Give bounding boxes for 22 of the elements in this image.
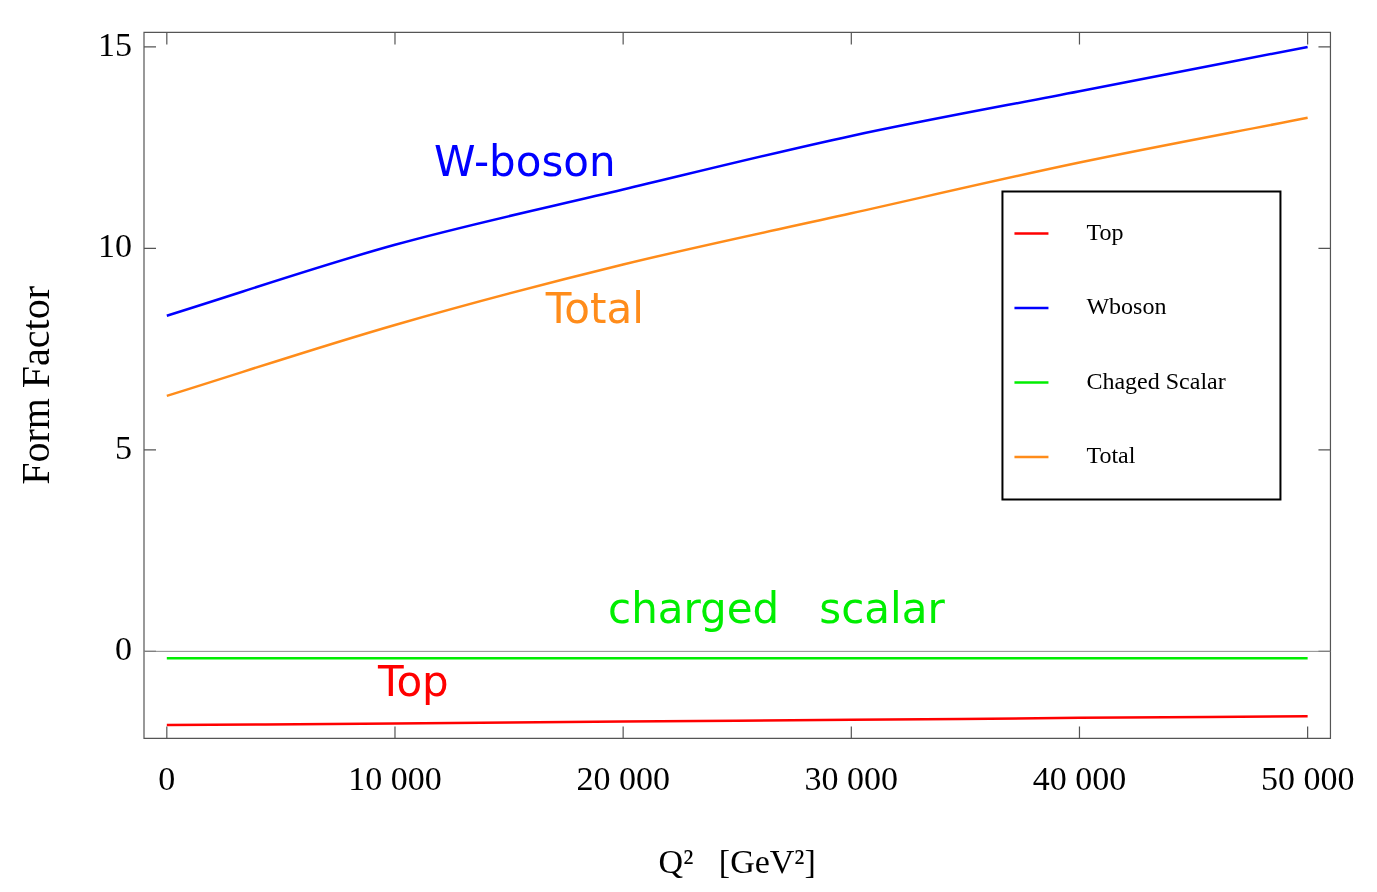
legend-label: Wboson [1086, 293, 1167, 320]
legend-label: Top [1086, 218, 1124, 245]
annotation: W-boson [434, 137, 616, 187]
line-series [165, 714, 1309, 727]
annotation: Top [376, 657, 449, 707]
x-tick-label: 10 000 [348, 759, 442, 797]
x-axis-title: Q² [GeV²] [658, 842, 816, 880]
x-tick-label: 50 000 [1260, 759, 1355, 797]
x-tick-label: 30 000 [804, 759, 899, 797]
x-tick-label: 40 000 [1032, 759, 1127, 797]
y-tick-label: 15 [98, 25, 132, 63]
x-tick-label: 20 000 [576, 759, 670, 797]
y-axis-title: Form Factor [12, 285, 58, 485]
x-tick-label: 0 [158, 759, 176, 797]
y-tick-label: 0 [115, 630, 132, 668]
line-series [165, 116, 1309, 398]
legend-label: Chaged Scalar [1086, 367, 1226, 394]
annotation: Total [544, 283, 644, 333]
annotation: charged scalar [608, 584, 946, 634]
legend-label: Total [1086, 442, 1136, 469]
y-tick-label: 5 [115, 428, 132, 466]
y-tick-label: 10 [98, 227, 132, 265]
